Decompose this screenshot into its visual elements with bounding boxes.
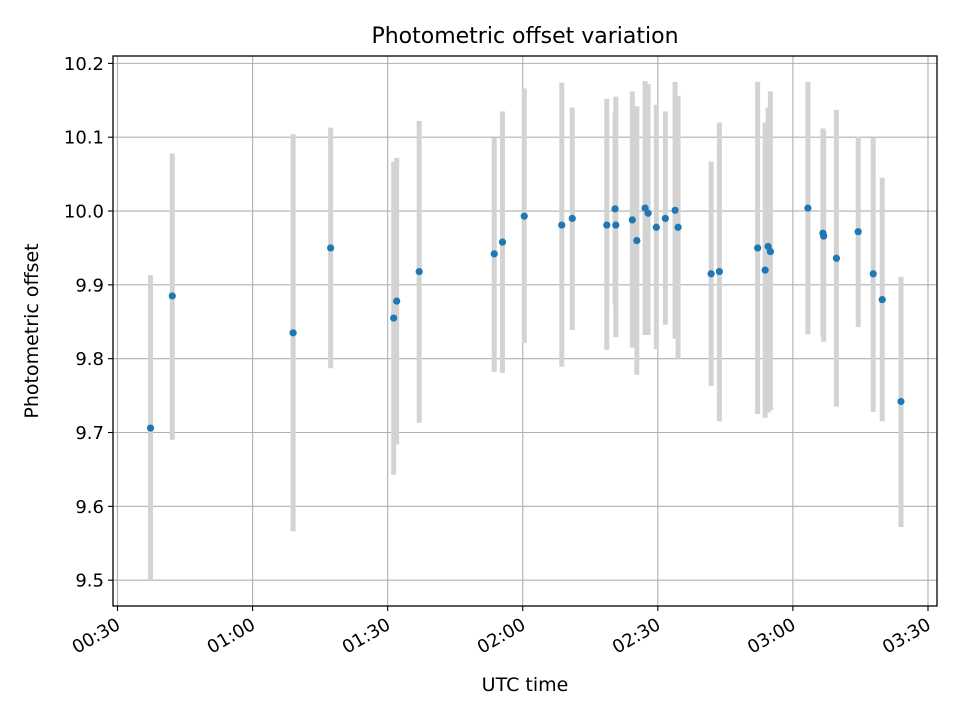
data-point — [854, 228, 862, 236]
plot-frame — [112, 55, 938, 607]
data-point — [820, 232, 828, 240]
data-point — [661, 214, 669, 223]
data-point — [869, 270, 877, 278]
data-point — [393, 297, 401, 305]
data-point — [897, 397, 905, 406]
data-point — [498, 238, 507, 246]
data-point — [652, 223, 660, 231]
data-point — [289, 329, 297, 337]
data-point — [146, 424, 155, 432]
data-point — [674, 223, 682, 231]
data-points — [146, 204, 905, 432]
y-tick-label: 10.0 — [64, 202, 104, 223]
data-point — [707, 270, 715, 278]
y-tick-label: 9.9 — [75, 275, 104, 296]
data-point — [633, 236, 641, 245]
data-point — [612, 221, 620, 229]
data-point — [761, 266, 769, 274]
data-point — [832, 254, 841, 262]
y-tick-label: 9.5 — [75, 571, 104, 592]
data-point — [715, 267, 723, 276]
data-point — [490, 250, 498, 258]
data-point — [878, 296, 886, 304]
data-point — [628, 216, 636, 224]
data-point — [671, 206, 679, 214]
chart-title: Photometric offset variation — [371, 24, 678, 49]
data-point — [327, 244, 335, 252]
y-tick-label: 9.6 — [75, 497, 104, 518]
y-axis-label: Photometric offset — [21, 243, 43, 418]
data-point — [603, 221, 611, 229]
data-point — [754, 244, 762, 252]
x-axis-label: UTC time — [482, 674, 569, 696]
data-point — [558, 221, 566, 229]
y-tick-label: 9.7 — [75, 423, 104, 444]
data-point — [568, 214, 576, 223]
data-point — [766, 248, 774, 256]
data-point — [168, 292, 176, 300]
y-axis: 9.5 9.6 9.7 9.8 9.9 10.0 10.1 10.2 — [64, 54, 113, 592]
data-point — [390, 314, 398, 322]
data-point — [611, 205, 619, 213]
y-tick-label: 10.1 — [64, 128, 104, 149]
data-point — [415, 267, 423, 276]
data-point — [804, 204, 812, 212]
data-point — [644, 209, 652, 217]
y-tick-label: 10.2 — [64, 54, 104, 75]
data-point — [520, 212, 528, 220]
y-tick-label: 9.8 — [75, 349, 104, 370]
